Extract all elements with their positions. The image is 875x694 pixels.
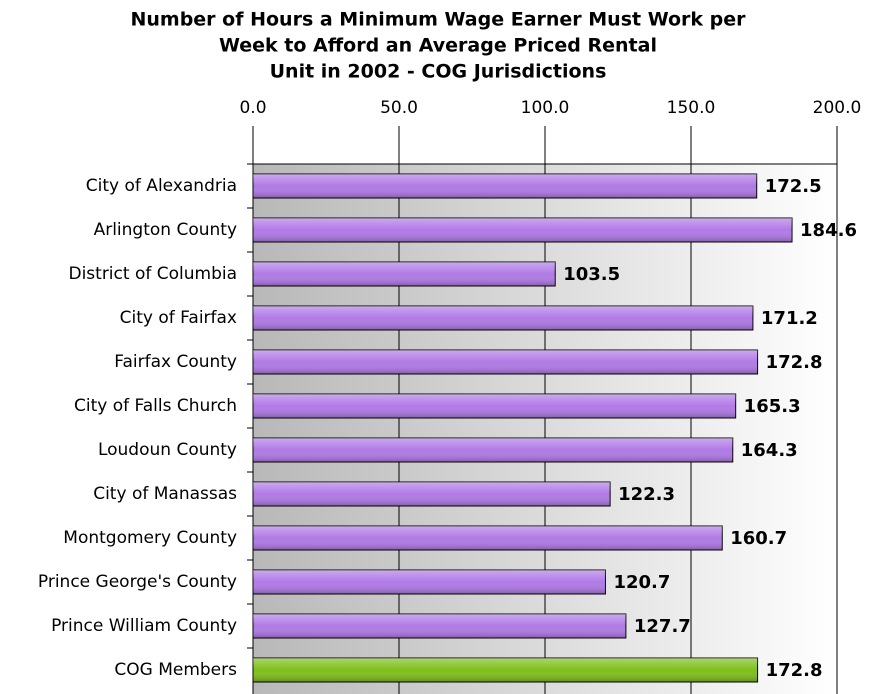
- bar-shade: [253, 526, 723, 550]
- bar-shade: [253, 482, 611, 506]
- chart-title: Number of Hours a Minimum Wage Earner Mu…: [130, 9, 746, 31]
- bar-shade: [253, 438, 733, 462]
- y-tick-label: Arlington County: [94, 220, 237, 240]
- bar-shade: [253, 570, 606, 594]
- y-tick-label: Loudoun County: [98, 440, 237, 460]
- chart-title: Unit in 2002 - COG Jurisdictions: [270, 61, 607, 83]
- x-tick-label: 150.0: [667, 98, 716, 118]
- data-label: 171.2: [761, 308, 818, 329]
- y-tick-label: Montgomery County: [63, 528, 237, 548]
- bar-shade: [253, 350, 758, 374]
- data-label: 120.7: [613, 572, 670, 593]
- bar-shade: [253, 262, 556, 286]
- x-tick-label: 200.0: [813, 98, 862, 118]
- x-tick-label: 50.0: [380, 98, 418, 118]
- data-label: 172.8: [766, 660, 823, 681]
- bar-shade: [253, 306, 753, 330]
- bar-shade: [253, 614, 626, 638]
- y-tick-label: COG Members: [114, 660, 237, 680]
- bar-shade: [253, 394, 736, 418]
- data-label: 184.6: [800, 220, 857, 241]
- chart-title: Week to Afford an Average Priced Rental: [219, 35, 657, 57]
- y-tick-label: Prince William County: [51, 616, 237, 636]
- x-tick-label: 100.0: [521, 98, 570, 118]
- y-tick-label: Prince George's County: [38, 572, 237, 592]
- data-label: 165.3: [744, 396, 801, 417]
- y-tick-label: City of Fairfax: [120, 308, 237, 328]
- y-tick-label: City of Falls Church: [74, 396, 237, 416]
- x-tick-label: 0.0: [239, 98, 266, 118]
- data-label: 160.7: [730, 528, 787, 549]
- data-label: 127.7: [634, 616, 691, 637]
- bar-shade: [253, 174, 757, 198]
- bar-shade: [253, 218, 793, 242]
- data-label: 172.8: [766, 352, 823, 373]
- y-tick-label: City of Manassas: [93, 484, 237, 504]
- data-label: 164.3: [741, 440, 798, 461]
- y-tick-label: District of Columbia: [68, 264, 237, 284]
- y-tick-label: Fairfax County: [114, 352, 237, 372]
- y-tick-label: City of Alexandria: [86, 176, 237, 196]
- data-label: 122.3: [618, 484, 675, 505]
- bar-shade: [253, 658, 758, 682]
- data-label: 103.5: [563, 264, 620, 285]
- data-label: 172.5: [765, 176, 822, 197]
